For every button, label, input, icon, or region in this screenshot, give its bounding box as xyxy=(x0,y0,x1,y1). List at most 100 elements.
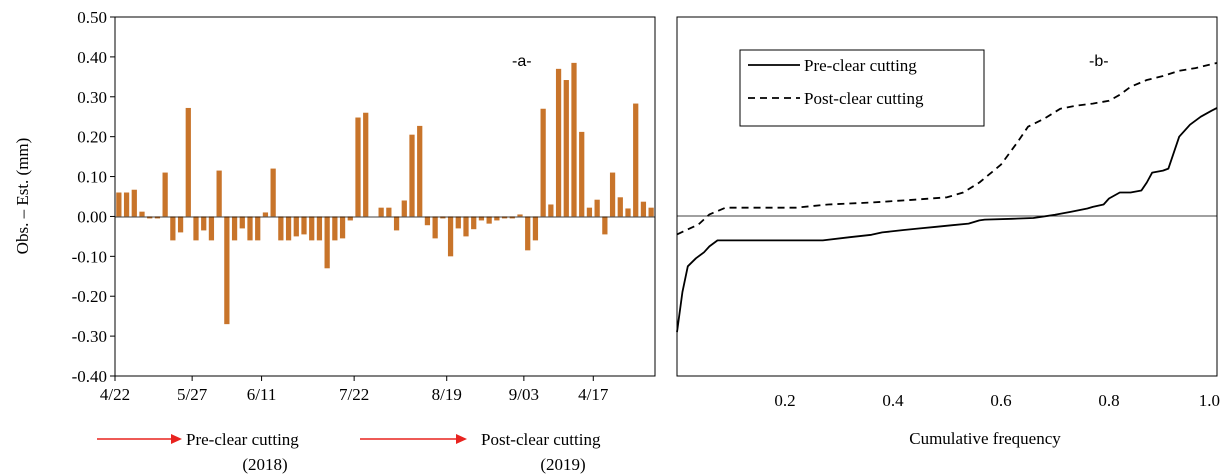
bar xyxy=(517,214,523,217)
y-tick-label: 0.50 xyxy=(77,8,107,27)
bars xyxy=(116,62,654,325)
bar xyxy=(270,168,276,217)
x-tick-label: 7/22 xyxy=(339,385,369,404)
x-axis-label: Cumulative frequency xyxy=(909,429,1061,448)
bar xyxy=(309,216,315,241)
bar xyxy=(201,216,207,231)
y-tick-label: 0.20 xyxy=(77,128,107,147)
period-post: Post-clear cutting (2019) xyxy=(360,430,601,474)
bar xyxy=(162,172,168,217)
bar xyxy=(170,216,176,241)
bar xyxy=(494,216,500,221)
bar xyxy=(386,207,392,217)
panel-a: Obs. – Est. (mm) 0.50 0.40 0.30 0.20 0.10 0.0… xyxy=(13,8,656,474)
arrow-post-head xyxy=(456,434,467,444)
panel-b: 0.2 0.4 0.6 0.8 1.0 Cumulative frequency -b-… xyxy=(676,16,1220,448)
x-tick-label: 6/11 xyxy=(247,385,277,404)
bar xyxy=(417,125,423,217)
x-tick-label: 4/22 xyxy=(100,385,130,404)
bar xyxy=(285,216,292,241)
bar xyxy=(455,216,461,229)
bar xyxy=(579,131,585,217)
x-axis-ticks: 4/22 5/27 6/11 7/22 8/19 9/03 4/17 xyxy=(100,376,609,404)
legend-box xyxy=(739,49,985,127)
bar xyxy=(586,207,593,217)
legend-label-pre: Pre-clear cutting xyxy=(804,56,917,75)
bar xyxy=(640,201,647,217)
bar xyxy=(185,107,191,217)
bar xyxy=(293,216,299,237)
bar xyxy=(440,216,446,219)
bar xyxy=(609,172,616,217)
bar xyxy=(555,68,562,217)
x-axis-ticks-b: 0.2 0.4 0.6 0.8 1.0 xyxy=(774,391,1220,410)
bar xyxy=(571,62,577,217)
bar xyxy=(193,216,199,241)
y-tick-label: 0.30 xyxy=(77,88,107,107)
y-tick-label: -0.20 xyxy=(72,287,107,306)
bar xyxy=(231,216,238,241)
bar xyxy=(255,216,261,241)
y-axis-ticks: 0.50 0.40 0.30 0.20 0.10 0.00 -0.10 -0.20 -0.30 -… xyxy=(72,8,115,386)
period-post-year: (2019) xyxy=(540,455,585,474)
bar xyxy=(278,216,284,241)
bar xyxy=(262,212,269,217)
bar xyxy=(216,170,222,217)
bar xyxy=(316,216,323,241)
series-lines xyxy=(676,62,1218,333)
bar xyxy=(633,103,639,217)
bar xyxy=(424,216,431,226)
x-tick-label: 9/03 xyxy=(509,385,539,404)
bar xyxy=(478,216,485,221)
bar xyxy=(301,216,307,235)
x-tick-label-b: 0.6 xyxy=(990,391,1011,410)
bar xyxy=(625,208,631,217)
bar xyxy=(355,117,361,217)
bar xyxy=(347,216,353,221)
bar xyxy=(147,216,153,219)
bar xyxy=(224,216,230,325)
series-line-post xyxy=(676,62,1218,236)
y-tick-label: 0.40 xyxy=(77,48,107,67)
bar xyxy=(123,192,130,217)
legend: Pre-clear cutting Post-clear cutting xyxy=(739,49,985,127)
legend-label-post: Post-clear cutting xyxy=(804,89,924,108)
bar xyxy=(509,216,515,219)
period-pre-label: Pre-clear cutting xyxy=(186,430,299,449)
panel-b-label: -b- xyxy=(1089,53,1109,70)
bar xyxy=(617,197,623,217)
bar xyxy=(602,216,608,235)
y-tick-label: 0.10 xyxy=(77,168,107,187)
x-tick-label-b: 0.2 xyxy=(774,391,795,410)
bar xyxy=(525,216,531,251)
panel-a-frame xyxy=(114,16,656,377)
bar xyxy=(131,189,137,217)
period-pre: Pre-clear cutting (2018) xyxy=(97,430,299,474)
y-tick-label: -0.30 xyxy=(72,327,107,346)
x-tick-label-b: 1.0 xyxy=(1199,391,1220,410)
period-post-label: Post-clear cutting xyxy=(481,430,601,449)
bar xyxy=(393,216,400,231)
bar xyxy=(139,211,145,217)
x-tick-label: 4/17 xyxy=(578,385,609,404)
bar xyxy=(247,216,253,241)
bar xyxy=(563,80,569,217)
bar xyxy=(208,216,215,241)
x-tick-label: 5/27 xyxy=(177,385,208,404)
bar xyxy=(378,207,384,217)
bar xyxy=(486,216,492,224)
arrow-pre-head xyxy=(171,434,182,444)
bar xyxy=(447,216,454,257)
x-tick-label: 8/19 xyxy=(432,385,462,404)
y-tick-label: -0.40 xyxy=(72,367,107,386)
bar xyxy=(532,216,539,241)
bar xyxy=(471,216,477,230)
bar xyxy=(401,200,407,217)
bar xyxy=(548,204,554,217)
x-tick-label-b: 0.4 xyxy=(882,391,904,410)
bar xyxy=(154,216,161,219)
bar xyxy=(432,216,438,239)
bar xyxy=(501,216,508,219)
bar xyxy=(116,192,122,217)
